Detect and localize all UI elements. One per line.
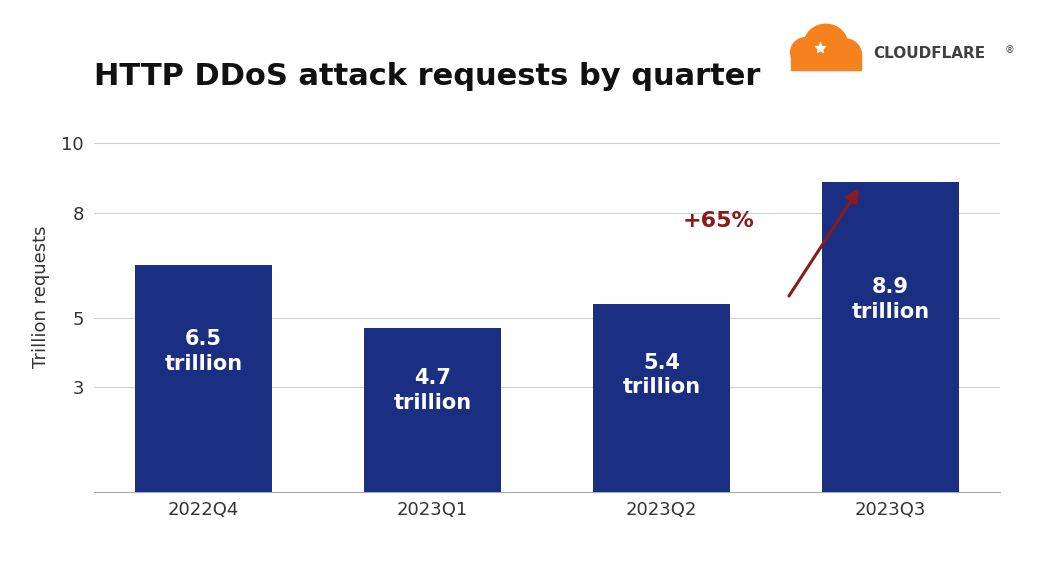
Text: CLOUDFLARE: CLOUDFLARE — [873, 46, 986, 61]
Circle shape — [804, 24, 848, 66]
Text: ®: ® — [1004, 45, 1014, 55]
Bar — [593, 303, 730, 492]
Bar — [822, 182, 959, 492]
Bar — [791, 51, 861, 70]
Text: 5.4
trillion: 5.4 trillion — [622, 353, 700, 397]
Text: 4.7
trillion: 4.7 trillion — [394, 368, 472, 412]
Circle shape — [791, 37, 822, 67]
Text: HTTP DDoS attack requests by quarter: HTTP DDoS attack requests by quarter — [94, 62, 761, 91]
Bar — [135, 266, 272, 492]
Text: +65%: +65% — [683, 211, 754, 231]
Bar — [364, 328, 501, 492]
Circle shape — [829, 39, 861, 68]
Text: 8.9
trillion: 8.9 trillion — [851, 277, 929, 322]
Y-axis label: Trillion requests: Trillion requests — [32, 225, 50, 368]
Text: 6.5
trillion: 6.5 trillion — [165, 329, 243, 373]
